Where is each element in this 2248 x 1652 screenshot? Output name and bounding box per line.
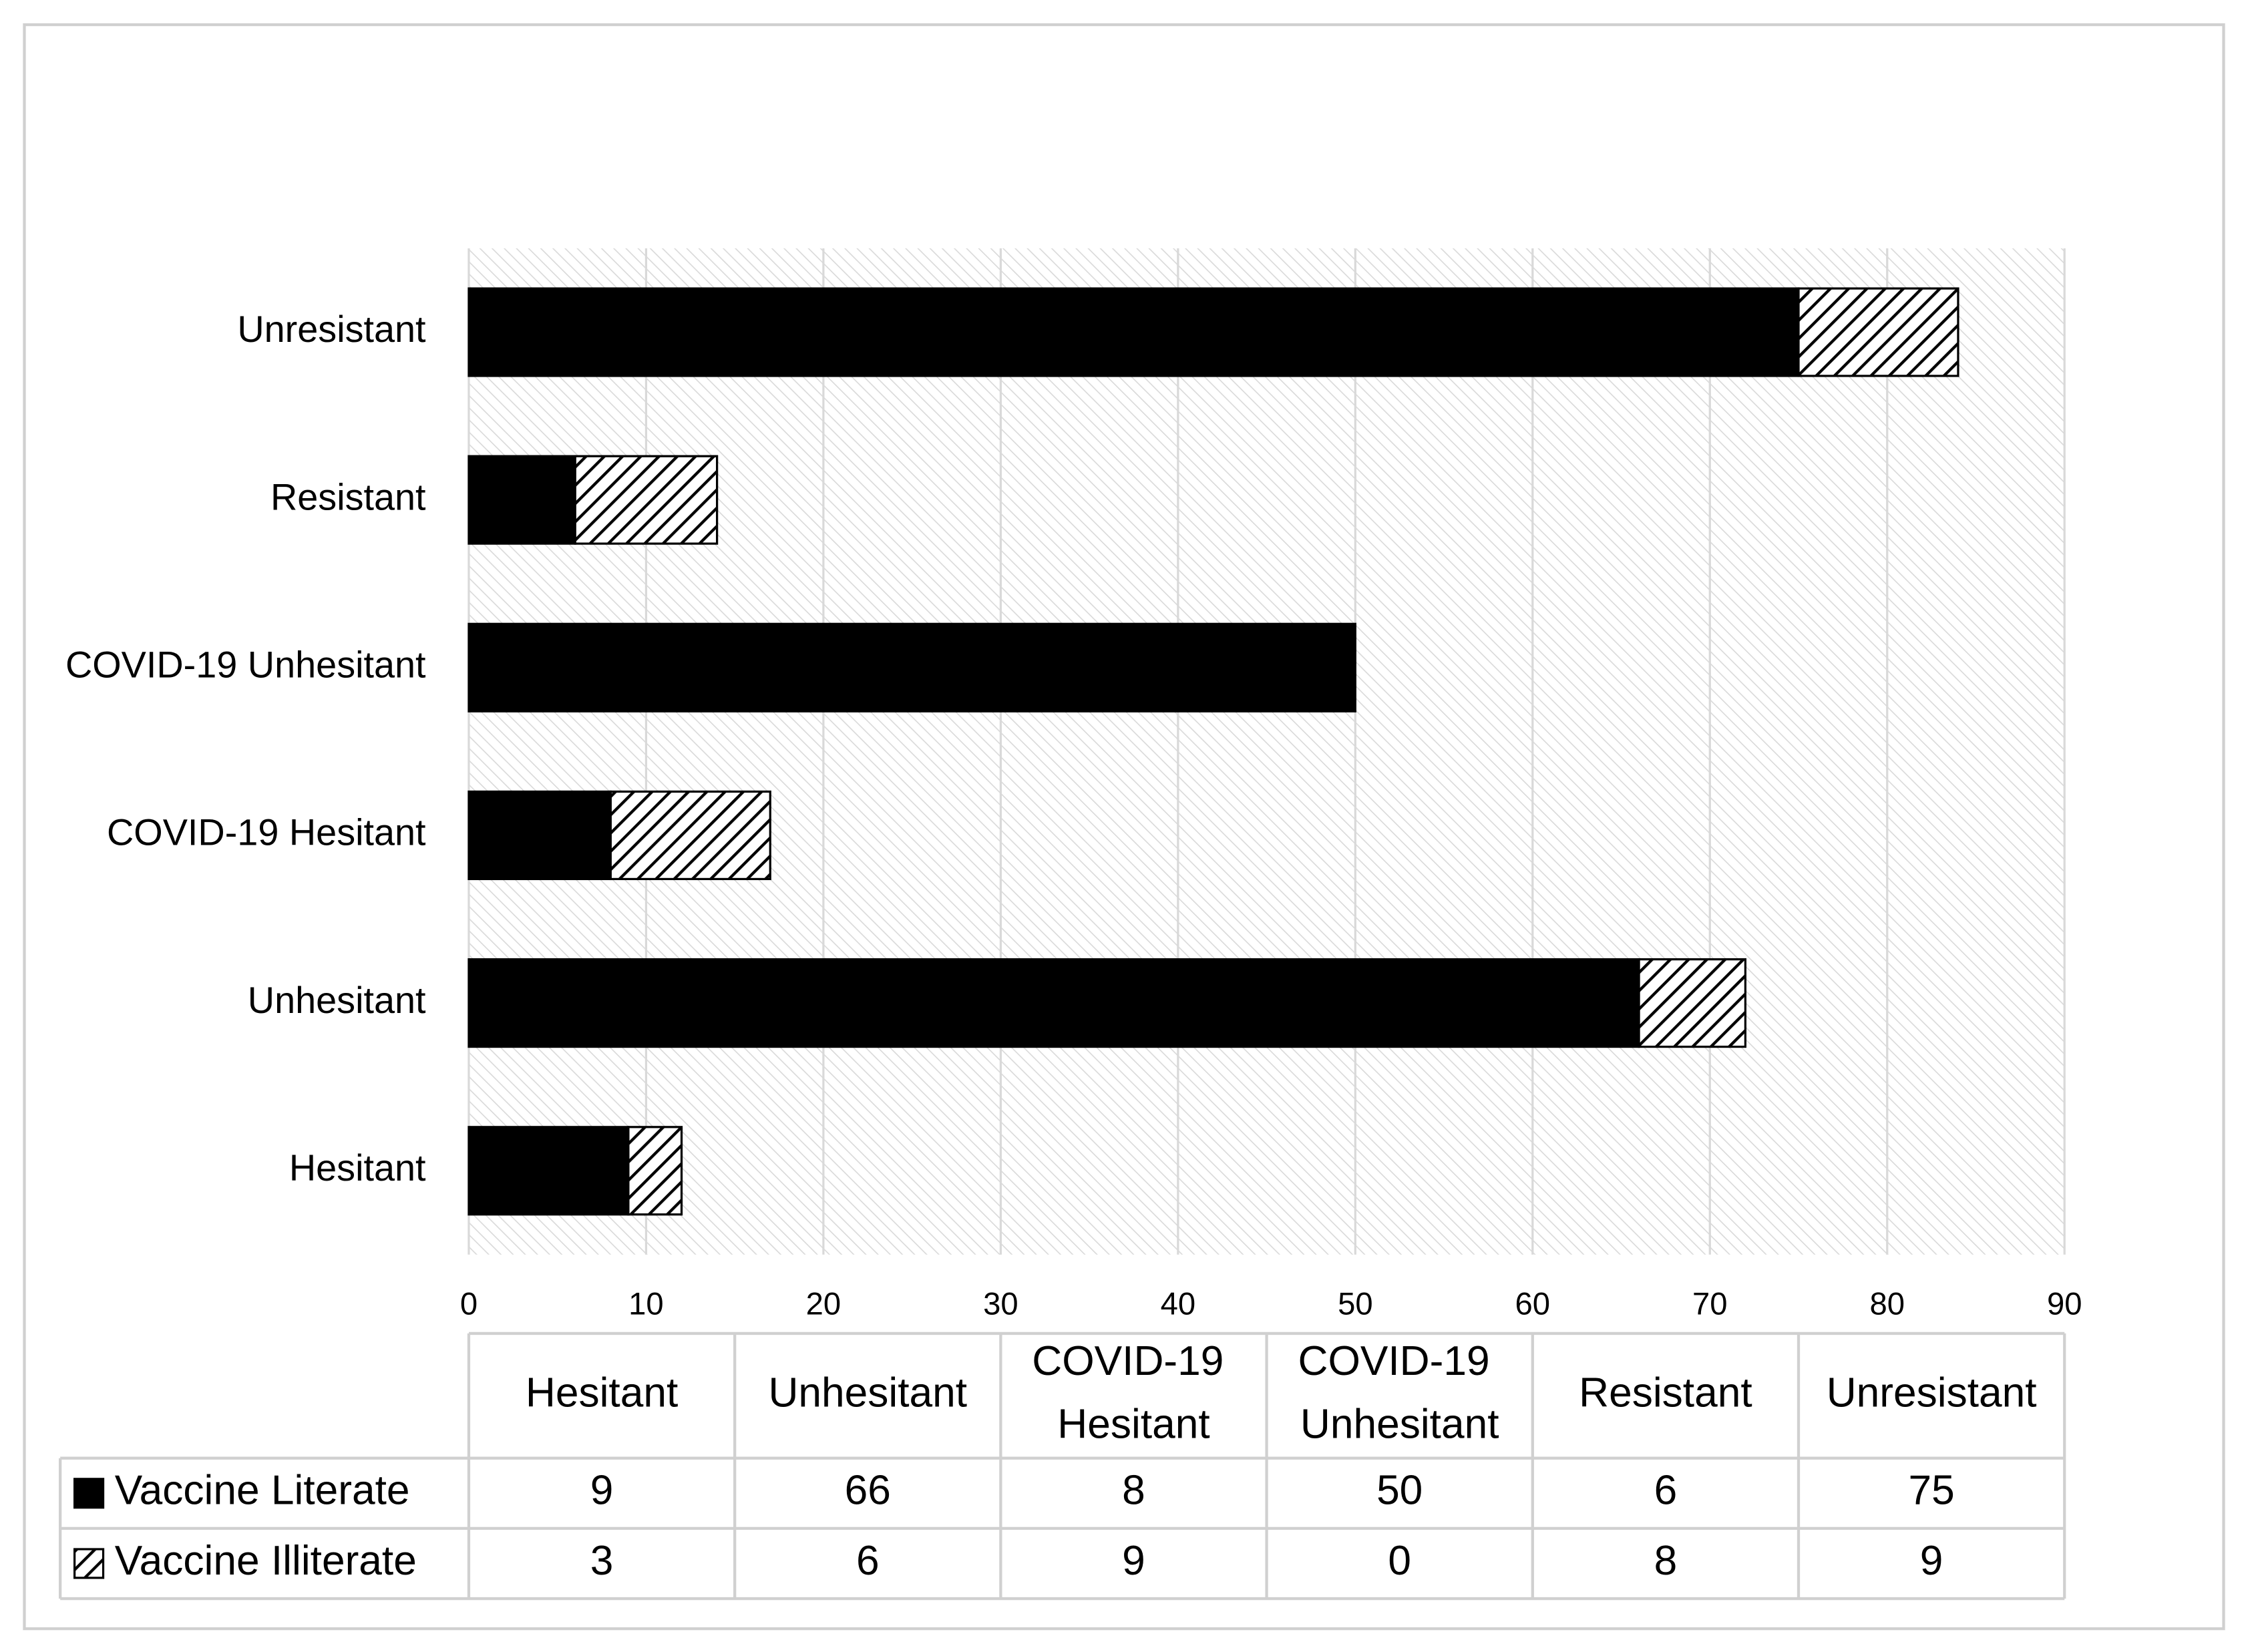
table-value: 9 xyxy=(1122,1538,1145,1584)
table-header: Unhesitant xyxy=(768,1370,967,1416)
y-tick-label: Unresistant xyxy=(237,308,426,350)
table-value: 9 xyxy=(590,1468,614,1514)
table-header: Hesitant xyxy=(526,1370,678,1416)
table-value: 75 xyxy=(1908,1468,1954,1514)
bar-segment xyxy=(574,455,719,545)
legend-label: Vaccine Literate xyxy=(115,1468,410,1514)
bar-segment xyxy=(467,455,576,545)
table-value: 0 xyxy=(1388,1538,1411,1584)
legend-label: Vaccine Illiterate xyxy=(115,1538,417,1584)
legend-swatch xyxy=(73,1478,105,1509)
bar-segment xyxy=(467,622,1356,712)
x-tick-label: 10 xyxy=(628,1287,664,1322)
table-value: 3 xyxy=(590,1538,614,1584)
table-header: COVID-19 Unhesitant xyxy=(1298,1339,1501,1448)
x-tick-label: 70 xyxy=(1692,1287,1728,1322)
y-tick-label: COVID-19 Unhesitant xyxy=(65,644,426,686)
y-tick-label: Resistant xyxy=(270,475,426,518)
legend-swatch xyxy=(73,1548,105,1579)
y-tick-label: COVID-19 Hesitant xyxy=(107,811,426,853)
bar-segment xyxy=(467,958,1640,1048)
table-value: 9 xyxy=(1920,1538,1943,1584)
plot-area xyxy=(468,248,2065,1255)
y-tick-label: Hesitant xyxy=(289,1147,426,1189)
table-value: 66 xyxy=(845,1468,891,1514)
x-tick-label: 90 xyxy=(2047,1287,2082,1322)
bar-segment xyxy=(609,790,771,881)
table-value: 6 xyxy=(856,1538,880,1584)
x-tick-label: 80 xyxy=(1869,1287,1905,1322)
bar-segment xyxy=(467,1126,630,1216)
bar-segment xyxy=(1638,958,1746,1048)
x-tick-label: 0 xyxy=(460,1287,478,1322)
y-tick-label: Unhesitant xyxy=(248,979,426,1021)
x-tick-label: 20 xyxy=(806,1287,841,1322)
bar-segment xyxy=(627,1126,683,1216)
bar-segment xyxy=(467,287,1800,377)
x-tick-label: 50 xyxy=(1338,1287,1373,1322)
table-header: Resistant xyxy=(1579,1370,1752,1416)
bar-segment xyxy=(467,790,612,881)
x-tick-label: 30 xyxy=(983,1287,1018,1322)
table-value: 6 xyxy=(1654,1468,1678,1514)
table-value: 50 xyxy=(1376,1468,1423,1514)
table-header: Unresistant xyxy=(1827,1370,2037,1416)
bar-segment xyxy=(1797,287,1959,377)
x-tick-label: 60 xyxy=(1515,1287,1551,1322)
table-value: 8 xyxy=(1122,1468,1145,1514)
x-tick-label: 40 xyxy=(1161,1287,1196,1322)
table-header: COVID-19 Hesitant xyxy=(1032,1339,1235,1448)
table-value: 8 xyxy=(1654,1538,1678,1584)
